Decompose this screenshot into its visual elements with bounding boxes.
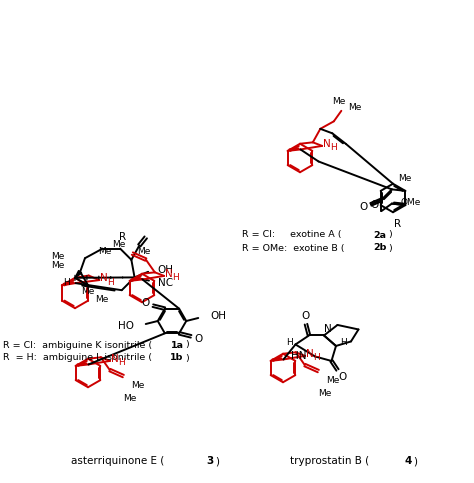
Text: H: H [341,339,347,347]
Polygon shape [75,270,82,278]
Text: Me: Me [95,295,108,304]
Text: ): ) [388,243,392,253]
Text: NC: NC [158,278,173,287]
Text: N: N [165,269,173,279]
Text: Me: Me [332,98,345,106]
Text: OMe: OMe [401,198,421,207]
Text: HO: HO [118,321,134,331]
Text: Me: Me [81,286,94,296]
Text: 2b: 2b [374,243,387,253]
Text: R: R [118,232,126,242]
Text: N: N [100,273,108,283]
Text: H: H [118,358,125,368]
Text: N: N [306,349,314,359]
Text: O: O [142,298,150,308]
Text: N: N [111,354,119,364]
Text: R: R [394,219,401,229]
Text: H: H [313,354,319,362]
Text: Me: Me [98,247,111,256]
Text: O: O [360,202,368,213]
Text: R = Cl:  ambiguine K isonitrile (: R = Cl: ambiguine K isonitrile ( [3,341,152,350]
Text: Me: Me [347,103,361,113]
Text: ): ) [185,354,189,363]
Text: tryprostatin B (: tryprostatin B ( [291,456,370,466]
Text: R = OMe:  exotine B (: R = OMe: exotine B ( [242,243,345,253]
Text: ): ) [215,456,219,466]
Text: O: O [338,372,346,382]
Text: Me: Me [326,376,339,384]
Text: N: N [324,325,332,334]
Text: HN: HN [292,352,307,361]
Text: 2a: 2a [374,230,386,240]
Text: Me: Me [123,394,136,402]
Text: H: H [286,338,293,347]
Text: N: N [323,139,331,149]
Text: H: H [172,273,179,283]
Text: ): ) [413,456,417,466]
Text: ): ) [388,230,392,240]
Text: O: O [370,200,378,211]
Text: OH: OH [210,311,226,321]
Text: Me: Me [398,174,412,183]
Text: Me: Me [51,261,64,270]
Text: Me: Me [52,252,65,261]
Text: Me: Me [137,247,150,256]
Text: 1b: 1b [170,354,184,363]
Text: 4: 4 [404,456,412,466]
Text: R  = H:  ambiguine L isonitrile (: R = H: ambiguine L isonitrile ( [3,354,152,363]
Text: Me: Me [112,240,125,249]
Text: asterriquinone E (: asterriquinone E ( [72,456,164,466]
Text: H: H [107,278,114,286]
Text: 3: 3 [206,456,214,466]
Text: 1a: 1a [171,341,183,350]
Text: ): ) [185,341,189,350]
Text: Me: Me [318,389,331,398]
Text: OH: OH [157,265,173,275]
Text: O: O [194,334,202,344]
Text: H: H [64,278,70,287]
Text: R = Cl:     exotine A (: R = Cl: exotine A ( [242,230,341,240]
Text: H: H [330,143,337,153]
Text: O: O [302,311,310,321]
Text: Me: Me [131,381,144,390]
